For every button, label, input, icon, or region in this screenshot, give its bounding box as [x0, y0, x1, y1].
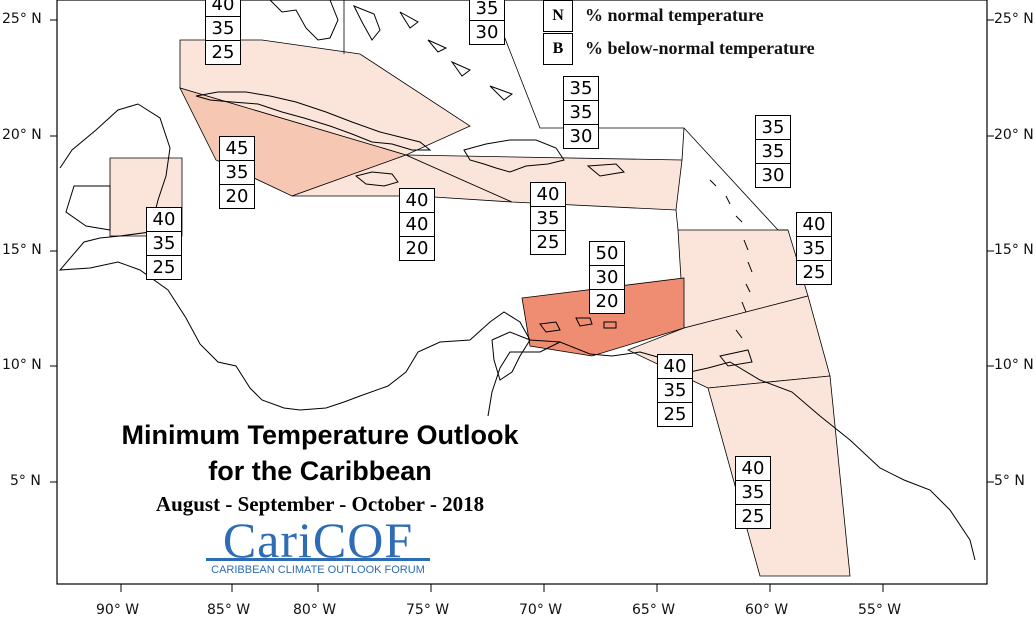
lat-label-left: 20° N	[2, 127, 42, 143]
prob-below: 25	[146, 255, 182, 280]
map-period: August - September - October - 2018	[155, 492, 485, 516]
prob-below: 30	[469, 20, 505, 45]
prob-stack-turks-caicos: 35 35 30	[563, 76, 599, 149]
lat-label-right: 25° N	[994, 11, 1034, 27]
prob-above: 40	[796, 212, 832, 237]
prob-normal: 35	[219, 160, 255, 185]
prob-normal: 30	[589, 265, 625, 290]
lat-label-left: 10° N	[2, 357, 42, 373]
caricof-logo: CariCOF CARIBBEAN CLIMATE OUTLOOK FORUM	[200, 512, 436, 582]
prob-above: 40	[735, 456, 771, 481]
lon-label: 55° W	[858, 602, 902, 618]
map-title-line2: for the Caribbean	[208, 456, 432, 486]
prob-below: 20	[219, 184, 255, 209]
lon-label: 75° W	[406, 602, 450, 618]
prob-stack-guianas: 40 35 25	[735, 456, 771, 529]
prob-below: 30	[755, 163, 791, 188]
prob-normal: 35	[735, 480, 771, 505]
axis-ticks	[50, 19, 994, 592]
prob-stack-abc-islands: 50 30 20	[589, 241, 625, 314]
prob-above: 45	[219, 136, 255, 161]
prob-above: 40	[530, 182, 566, 207]
prob-above: 40	[205, 0, 241, 17]
prob-stack-hispaniola-pr: 40 35 25	[530, 182, 566, 255]
prob-normal: 35	[796, 236, 832, 261]
prob-below: 25	[205, 40, 241, 65]
legend-key-normal: N	[543, 0, 573, 32]
prob-stack-trinidad: 40 35 25	[657, 354, 693, 427]
prob-below: 25	[657, 402, 693, 427]
legend-key-below: B	[543, 33, 573, 65]
prob-below: 25	[530, 230, 566, 255]
prob-stack-lesser-antilles: 40 35 25	[796, 212, 832, 285]
prob-below: 25	[796, 260, 832, 285]
lat-label-left: 5° N	[10, 473, 41, 489]
prob-normal: 35	[657, 378, 693, 403]
prob-below: 20	[399, 236, 435, 261]
prob-stack-atlantic-east: 35 35 30	[755, 115, 791, 188]
prob-above: 40	[399, 188, 435, 213]
prob-above: 50	[589, 241, 625, 266]
prob-above: 35	[755, 115, 791, 140]
map-frame	[56, 0, 988, 585]
zone-boundaries	[343, 0, 788, 231]
lat-label-right: 5° N	[994, 473, 1025, 489]
lon-label: 70° W	[519, 602, 563, 618]
lat-label-right: 15° N	[994, 242, 1034, 258]
prob-normal: 35	[563, 100, 599, 125]
prob-normal: 35	[469, 0, 505, 21]
prob-stack-jamaica: 40 40 20	[399, 188, 435, 261]
prob-normal: 35	[205, 16, 241, 41]
prob-normal: 40	[399, 212, 435, 237]
lat-label-right: 10° N	[994, 357, 1034, 373]
prob-below: 30	[563, 124, 599, 149]
prob-stack-belize: 40 35 25	[146, 207, 182, 280]
prob-below: 25	[735, 504, 771, 529]
prob-above: 40	[657, 354, 693, 379]
prob-below: 20	[589, 289, 625, 314]
map-title-line1: Minimum Temperature Outlook	[121, 420, 519, 450]
lat-label-right: 20° N	[994, 127, 1034, 143]
lon-label: 85° W	[207, 602, 251, 618]
lat-label-left: 25° N	[2, 11, 42, 27]
prob-stack-bahamas-east: 35 30	[469, 0, 505, 45]
prob-normal: 35	[755, 139, 791, 164]
lon-label: 80° W	[293, 602, 337, 618]
coastlines	[58, 0, 976, 561]
prob-above: 40	[146, 207, 182, 232]
legend-text-below: % below-normal temperature	[585, 38, 815, 58]
lon-label: 65° W	[632, 602, 676, 618]
legend-text-normal: % normal temperature	[585, 5, 764, 25]
prob-above: 35	[563, 76, 599, 101]
prob-stack-bahamas-north: 40 35 25	[205, 0, 241, 65]
prob-stack-cuba: 45 35 20	[219, 136, 255, 209]
zone-guianas	[707, 375, 851, 577]
logo-subtitle: CARIBBEAN CLIMATE OUTLOOK FORUM	[211, 564, 425, 576]
prob-normal: 35	[530, 206, 566, 231]
lon-label: 60° W	[745, 602, 789, 618]
prob-normal: 35	[146, 231, 182, 256]
logo-divider	[206, 558, 430, 561]
lat-label-left: 15° N	[2, 242, 42, 258]
lon-label: 90° W	[96, 602, 140, 618]
